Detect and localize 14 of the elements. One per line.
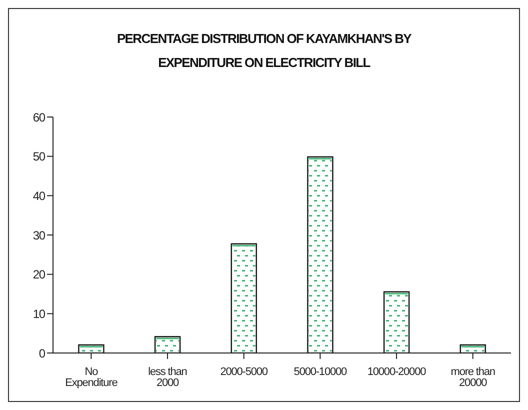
x-tick-label: less than 2000 [148, 366, 188, 389]
y-tick-label: 60 [32, 110, 46, 124]
y-tick-label: 10 [32, 306, 46, 321]
y-tick-label: 30 [32, 228, 46, 242]
y-tick-label: 0 [38, 346, 46, 360]
x-tick-label: 10000-20000 [367, 366, 426, 378]
x-tick-label: more than 20000 [450, 366, 496, 389]
chart-title: PERCENTAGE DISTRIBUTION OF KAYAMKHAN'S BY EXPENDITURE ON ELECTRICITY BILL [116, 30, 412, 72]
y-tick-label: 20 [32, 268, 46, 282]
x-tick-label: 5000-10000 [294, 366, 348, 378]
y-tick-label: 40 [32, 188, 46, 203]
x-tick-label: 2000-5000 [220, 366, 268, 378]
x-tick-label: No Expenditure [65, 366, 118, 389]
y-tick-label: 50 [32, 150, 46, 164]
